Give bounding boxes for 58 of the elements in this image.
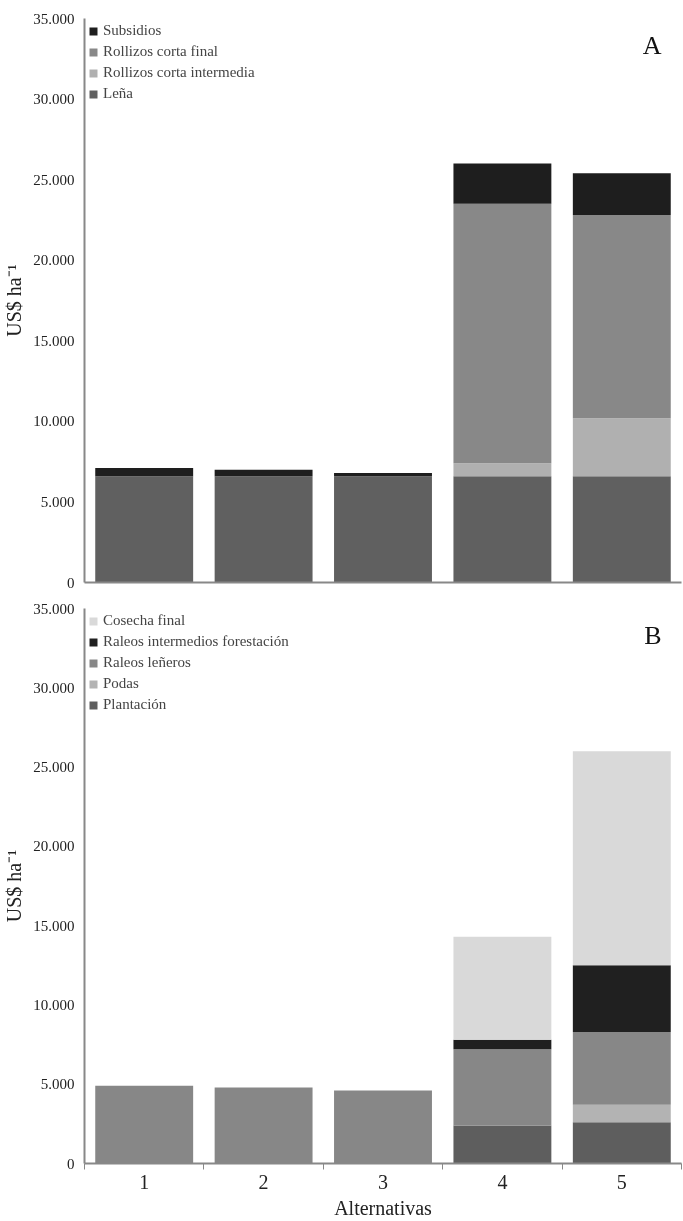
legend-label: Raleos leñeros xyxy=(103,654,191,671)
bar xyxy=(334,472,432,477)
x-tick-label: 3 xyxy=(378,1170,388,1193)
y-tick-label: 35.000 xyxy=(33,600,75,617)
bar xyxy=(453,476,552,583)
bar xyxy=(572,1031,671,1105)
legend-label: Podas xyxy=(103,675,139,692)
bar xyxy=(214,476,313,583)
bar xyxy=(95,468,194,477)
bar xyxy=(572,173,671,216)
bar xyxy=(572,215,671,419)
y-tick-label: 25.000 xyxy=(33,171,75,188)
bar xyxy=(572,418,671,477)
y-tick-label: 30.000 xyxy=(33,91,75,108)
legend-label: Subsidios xyxy=(103,22,162,39)
bar xyxy=(572,1122,671,1164)
bar xyxy=(453,463,552,477)
y-tick-label: 10.000 xyxy=(33,413,75,430)
bar xyxy=(572,1104,671,1123)
y-tick-label: 5.000 xyxy=(40,1076,75,1093)
y-tick-label: 30.000 xyxy=(33,679,75,696)
legend-label: Raleos intermedios forestación xyxy=(103,633,289,650)
y-tick-label: 10.000 xyxy=(33,996,75,1013)
y-tick-label: 35.000 xyxy=(33,10,75,27)
x-tick-label: 1 xyxy=(139,1170,150,1193)
bar xyxy=(334,476,432,583)
bar xyxy=(453,203,552,464)
x-axis-title: Alternativas xyxy=(334,1196,433,1219)
legend-label: Leña xyxy=(103,85,133,102)
y-tick-label: 20.000 xyxy=(33,838,75,855)
y-tick-label: 20.000 xyxy=(33,252,75,269)
x-tick-label: 2 xyxy=(258,1170,269,1193)
bar xyxy=(572,476,671,583)
y-tick-label: 5.000 xyxy=(40,493,75,510)
bar xyxy=(453,1049,552,1126)
x-tick-label: 5 xyxy=(616,1170,627,1193)
text: B xyxy=(644,620,662,650)
legend-label: Plantación xyxy=(103,696,167,713)
legend-label: Rollizos corta intermedia xyxy=(103,64,255,81)
bar xyxy=(214,469,313,477)
x-tick-label: 4 xyxy=(497,1170,508,1193)
legend-label: Cosecha final xyxy=(103,612,186,629)
bar xyxy=(572,965,671,1032)
y-tick-label: 15.000 xyxy=(33,917,75,934)
bar xyxy=(453,936,552,1040)
y-axis-title: US$ ha⁻¹ xyxy=(3,849,26,923)
bar xyxy=(453,163,552,204)
bar xyxy=(453,1039,552,1050)
bar xyxy=(572,751,671,966)
y-tick-label: 0 xyxy=(67,574,75,591)
text: A xyxy=(642,30,662,60)
y-axis-title: US$ ha⁻¹ xyxy=(3,264,26,337)
y-tick-label: 25.000 xyxy=(33,759,75,776)
bar xyxy=(95,476,194,583)
y-tick-label: 15.000 xyxy=(33,332,75,349)
y-tick-label: 0 xyxy=(67,1155,75,1172)
legend-label: Rollizos corta final xyxy=(103,43,218,60)
bar xyxy=(453,1125,552,1164)
